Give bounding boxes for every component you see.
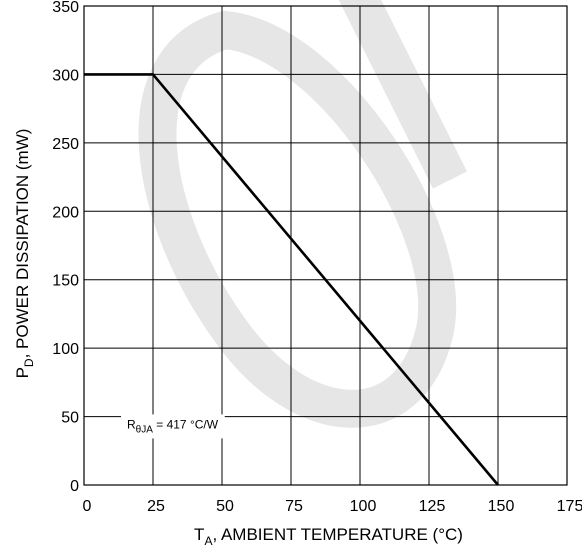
y-tick-label: 0 xyxy=(70,478,79,495)
annotation-r: R xyxy=(127,417,136,431)
y-axis-title: PD, POWER DISSIPATION (mW) xyxy=(13,129,36,379)
x-title-text: , AMBIENT TEMPERATURE (°C) xyxy=(212,525,463,544)
annotation-background xyxy=(121,414,225,439)
y-tick-label: 300 xyxy=(52,67,79,84)
derating-line xyxy=(84,73,499,486)
y-axis-ticks: 0 50 100 150 200 250 300 350 xyxy=(52,0,79,495)
thermal-resistance-annotation: RθJA = 417 °C/W xyxy=(121,414,225,439)
watermark-loop xyxy=(138,10,456,428)
x-tick-label: 150 xyxy=(488,498,515,515)
y-tick-label: 150 xyxy=(52,273,79,290)
x-tick-label: 125 xyxy=(419,498,446,515)
y-tick-label: 250 xyxy=(52,136,79,153)
annotation-subscript: θJA xyxy=(136,424,154,435)
annotation-value: = 417 °C/W xyxy=(153,417,219,431)
x-axis-title: TA, AMBIENT TEMPERATURE (°C) xyxy=(194,525,463,548)
x-tick-label: 175 xyxy=(557,498,582,515)
plot-frame xyxy=(83,5,568,486)
annotation-text: RθJA = 417 °C/W xyxy=(127,417,219,435)
x-tick-label: 100 xyxy=(350,498,377,515)
x-title-subscript: A xyxy=(204,534,212,548)
watermark xyxy=(138,0,467,428)
y-tick-label: 50 xyxy=(61,410,79,427)
y-tick-label: 350 xyxy=(52,0,79,16)
y-title-text: , POWER DISSIPATION (mW) xyxy=(13,129,32,359)
x-tick-label: 75 xyxy=(285,498,303,515)
grid xyxy=(84,6,567,485)
y-tick-label: 100 xyxy=(52,341,79,358)
x-tick-label: 50 xyxy=(216,498,234,515)
x-axis-ticks: 0 25 50 75 100 125 150 175 xyxy=(83,498,582,515)
watermark-stroke xyxy=(338,0,467,189)
x-title-symbol: T xyxy=(194,525,204,544)
x-tick-label: 25 xyxy=(147,498,165,515)
y-tick-label: 200 xyxy=(52,204,79,221)
y-title-subscript: D xyxy=(22,358,36,367)
derating-curve xyxy=(84,73,499,486)
x-tick-label: 0 xyxy=(83,498,92,515)
y-title-symbol: P xyxy=(13,367,32,378)
